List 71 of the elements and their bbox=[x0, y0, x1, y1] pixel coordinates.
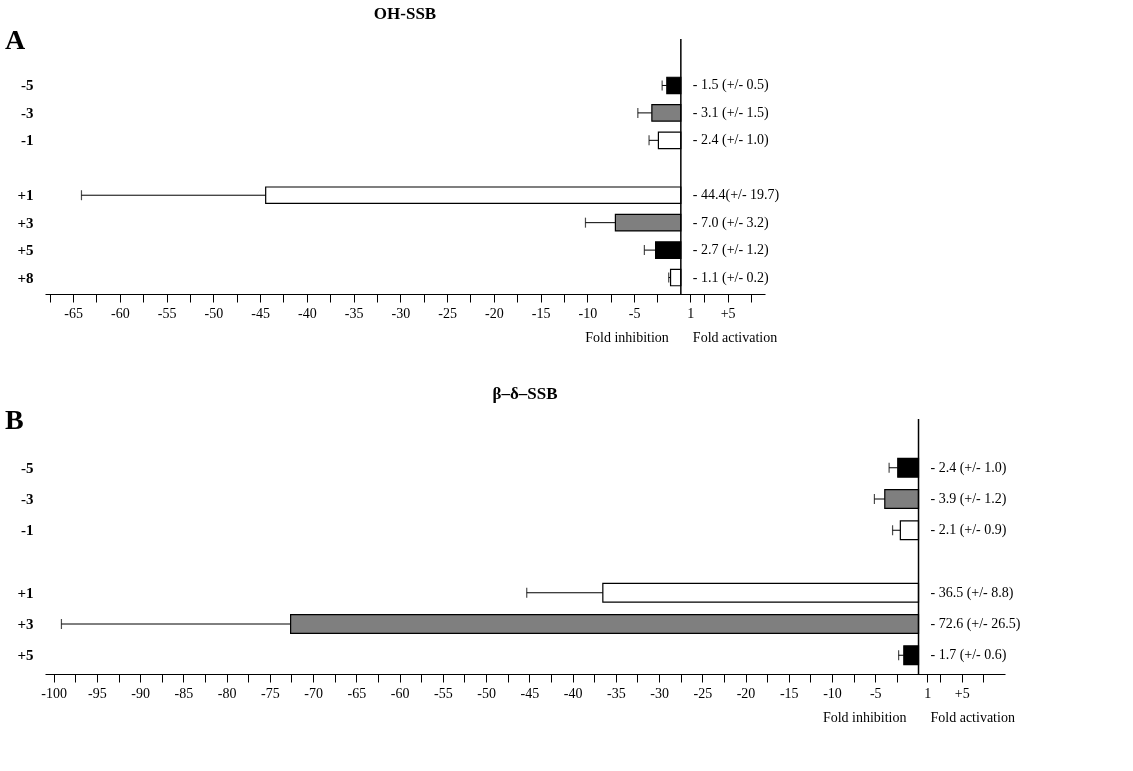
text: Fold inhibition bbox=[585, 330, 669, 345]
data-label: - 3.1 (+/- 1.5) bbox=[692, 104, 770, 121]
x-tick-label: -35 bbox=[606, 685, 626, 701]
x-tick-label: -65 bbox=[347, 685, 367, 701]
y-tick-label: +1 bbox=[17, 584, 34, 601]
text: B bbox=[5, 404, 24, 435]
x-tick-label: -45 bbox=[520, 685, 540, 701]
y-tick-label: -5 bbox=[21, 77, 34, 94]
text: Fold activation bbox=[692, 330, 778, 345]
x-tick-label: 1 bbox=[687, 305, 695, 321]
data-label: - 44.4(+/- 19.7) bbox=[692, 187, 780, 204]
x-tick-label: -10 bbox=[823, 685, 842, 701]
text: A bbox=[5, 24, 26, 55]
data-label: - 2.4 (+/- 1.0) bbox=[930, 459, 1007, 476]
data-label: - 1.1 (+/- 0.2) bbox=[692, 269, 770, 286]
x-tick-label: -90 bbox=[131, 685, 150, 701]
y-tick-label: -5 bbox=[21, 459, 34, 476]
data-label: - 36.5 (+/- 8.8) bbox=[930, 584, 1014, 601]
x-tick-label: -20 bbox=[485, 305, 504, 321]
x-tick-label: +5 bbox=[954, 685, 970, 701]
x-tick-label: -45 bbox=[251, 305, 270, 321]
y-tick-label: +8 bbox=[17, 269, 34, 286]
y-tick-label: -1 bbox=[21, 522, 34, 539]
x-tick-label: -100 bbox=[41, 685, 67, 701]
x-tick-label: -25 bbox=[693, 685, 713, 701]
x-tick-label: -55 bbox=[157, 305, 177, 321]
x-tick-label: +5 bbox=[720, 305, 736, 321]
x-tick-label: -80 bbox=[217, 685, 237, 701]
x-tick-label: 1 bbox=[924, 685, 932, 701]
x-tick-label: -50 bbox=[477, 685, 496, 701]
x-tick-label: -50 bbox=[204, 305, 224, 321]
x-tick-label: -30 bbox=[391, 305, 411, 321]
x-tick-label: -35 bbox=[344, 305, 364, 321]
x-tick-label: -5 bbox=[628, 305, 641, 321]
text: Fold activation bbox=[930, 710, 1015, 725]
y-tick-label: -3 bbox=[21, 104, 34, 121]
x-tick-label: -55 bbox=[434, 685, 453, 701]
data-label: - 2.1 (+/- 0.9) bbox=[930, 522, 1007, 539]
x-tick-label: -20 bbox=[736, 685, 756, 701]
y-tick-label: +3 bbox=[17, 214, 34, 231]
x-tick-label: -75 bbox=[261, 685, 280, 701]
y-tick-label: -1 bbox=[21, 132, 34, 149]
x-tick-label: -30 bbox=[650, 685, 669, 701]
x-tick-label: -40 bbox=[563, 685, 583, 701]
x-tick-label: -15 bbox=[531, 305, 551, 321]
y-tick-label: -3 bbox=[21, 491, 34, 507]
x-tick-label: -15 bbox=[779, 685, 799, 701]
data-label: - 1.7 (+/- 0.6) bbox=[930, 647, 1007, 664]
x-tick-label: -40 bbox=[297, 305, 317, 321]
data-label: - 1.5 (+/- 0.5) bbox=[692, 77, 770, 94]
y-tick-label: +3 bbox=[17, 616, 34, 632]
y-tick-label: +1 bbox=[17, 187, 34, 204]
x-tick-label: -85 bbox=[174, 685, 194, 701]
x-tick-label: -5 bbox=[869, 685, 882, 701]
x-tick-label: -65 bbox=[64, 305, 83, 321]
x-tick-label: -70 bbox=[304, 685, 323, 701]
text: Fold inhibition bbox=[822, 710, 907, 725]
x-tick-label: -25 bbox=[438, 305, 457, 321]
y-tick-label: +5 bbox=[17, 242, 34, 259]
data-label: - 3.9 (+/- 1.2) bbox=[930, 491, 1007, 507]
data-label: - 2.4 (+/- 1.0) bbox=[692, 132, 770, 149]
x-tick-label: -95 bbox=[88, 685, 107, 701]
data-label: - 2.7 (+/- 1.2) bbox=[692, 242, 770, 259]
chart-title: β–δ–SSB bbox=[492, 384, 558, 403]
y-tick-label: +5 bbox=[17, 647, 34, 664]
x-tick-label: -60 bbox=[110, 305, 130, 321]
data-label: - 7.0 (+/- 3.2) bbox=[692, 214, 770, 231]
chart-title: OH-SSB bbox=[373, 4, 437, 23]
data-label: - 72.6 (+/- 26.5) bbox=[930, 616, 1021, 632]
x-tick-label: -10 bbox=[578, 305, 598, 321]
x-tick-label: -60 bbox=[390, 685, 410, 701]
